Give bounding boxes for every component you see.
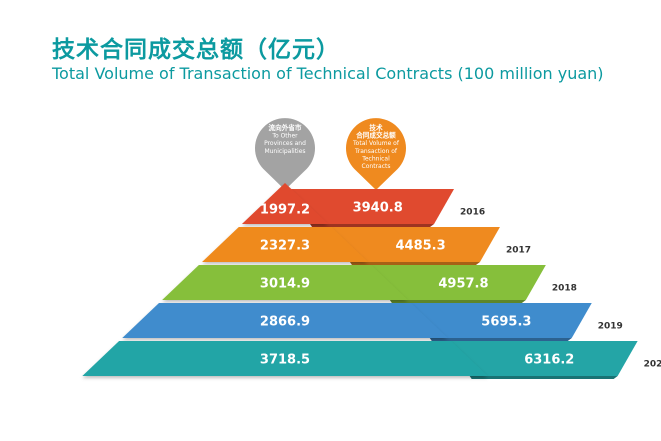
outflow-layer-2017 [202,227,368,262]
legend-text: 流向外省市 [269,123,302,132]
outflow-label-2017: 2327.3 [260,239,310,254]
total-volume-ribbon-2019 [401,303,592,338]
year-label-2019: 2019 [598,322,623,332]
page-title-chinese: 技术合同成交总额（亿元） [52,37,340,63]
legend-text: To Other [271,133,298,140]
legend-text: 合同成交总额 [355,131,396,140]
total-volume-label-2018: 4957.8 [438,277,488,292]
legend-text: Municipalities [264,148,305,155]
total-volume-label-2020: 6316.2 [524,353,574,368]
year-label-2017: 2017 [506,246,531,256]
total-volume-ribbon-2016 [281,189,455,224]
total-volume-ribbon-2018 [361,265,546,300]
total-volume-ribbon-edge-2017 [349,262,480,265]
total-volume-label-2016: 3940.8 [353,201,403,216]
outflow-layer-2020 [82,341,488,376]
year-label-2018: 2018 [552,284,577,294]
map-pin-icon [346,118,406,190]
outflow-layer-2018 [162,265,408,300]
year-label-2016: 2016 [460,208,485,218]
outflow-layer-2016 [241,183,329,224]
total-volume-ribbon-edge-2020 [469,376,618,379]
legend-text: 技术 [369,123,383,132]
map-pin-icon [254,118,315,190]
total-volume-label-2019: 5695.3 [481,315,531,330]
total-volume-ribbon-2020 [440,341,638,376]
total-volume-ribbon-edge-2018 [389,300,526,303]
total-volume-ribbon-2017 [321,227,500,262]
total-volume-ribbon-edge-2016 [310,224,435,227]
total-volume-ribbon-edge-2019 [429,338,572,341]
legend-text: Technical [361,155,390,162]
outflow-label-2020: 3718.5 [260,353,310,368]
legend-text: Transaction of [354,148,398,155]
outflow-label-2018: 3014.9 [260,277,310,292]
legend-text: Contracts [362,163,391,170]
outflow-layer-2019 [122,303,448,338]
outflow-label-2016: 1997.2 [260,203,310,218]
page-title-english: Total Volume of Transaction of Technical… [52,64,604,83]
legend-text: Total Volume of [352,140,400,147]
outflow-label-2019: 2866.9 [260,315,310,330]
year-label-2020: 2020 [644,360,661,370]
total-volume-label-2017: 4485.3 [395,239,445,254]
legend-text: Provinces and [264,140,306,147]
